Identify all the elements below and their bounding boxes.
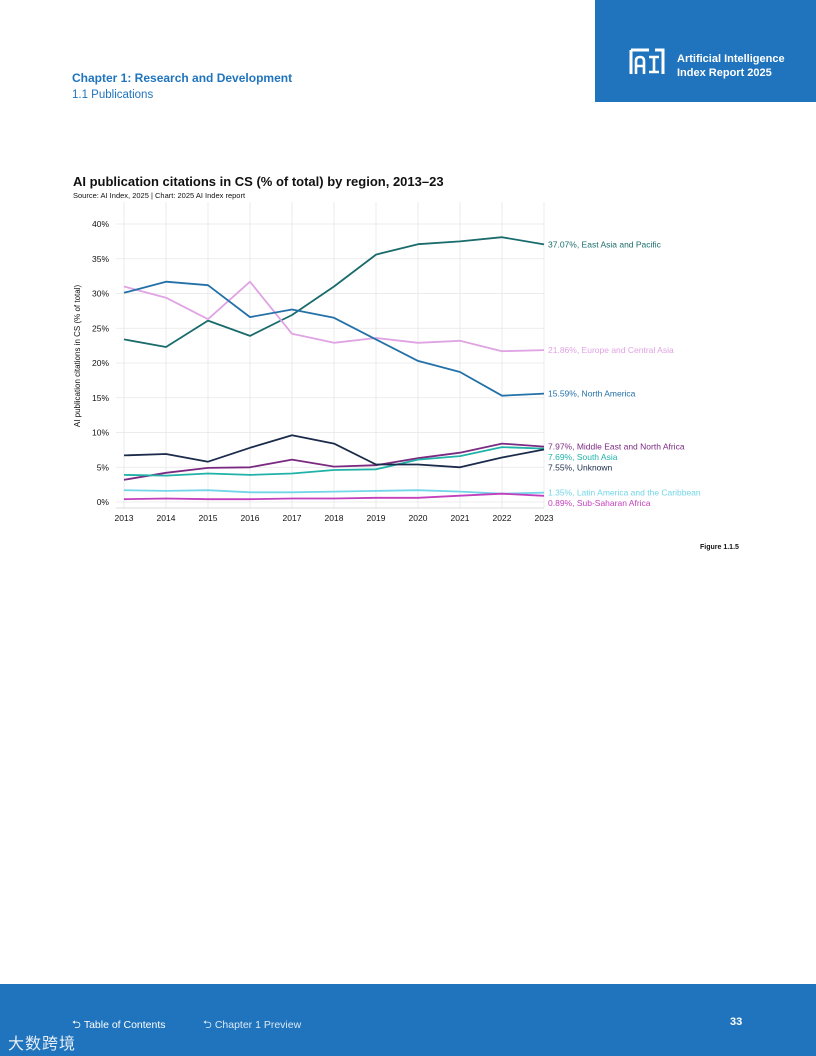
chapter-title: Chapter 1: Research and Development [72, 71, 293, 85]
chart-title: AI publication citations in CS (% of tot… [73, 174, 444, 189]
series-line [123, 434, 545, 469]
footer-bar: ⮌ Table of Contents ⮌ Chapter 1 Preview 33… [0, 984, 816, 1056]
x-tick-label: 2019 [367, 513, 386, 523]
series-end-label: 37.07%, East Asia and Pacific [548, 239, 662, 249]
x-tick-label: 2018 [325, 513, 344, 523]
x-tick-label: 2020 [409, 513, 428, 523]
x-tick-label: 2013 [115, 513, 134, 523]
chart-source: Source: AI Index, 2025 | Chart: 2025 AI … [73, 191, 246, 200]
y-tick-label: 15% [92, 393, 109, 403]
series-line [123, 492, 545, 501]
x-tick-label: 2017 [283, 513, 302, 523]
series-end-label: 0.89%, Sub-Saharan Africa [548, 498, 651, 508]
chapter-preview-link[interactable]: ⮌ Chapter 1 Preview [203, 1016, 301, 1035]
section-title: 1.1 Publications [72, 89, 154, 101]
series-end-label: 21.86%, Europe and Central Asia [548, 345, 674, 355]
x-tick-label: 2014 [157, 513, 176, 523]
series-end-label: 15.59%, North America [548, 389, 636, 399]
series-line [123, 280, 545, 397]
series-line [123, 280, 545, 353]
return-arrow-icon: ⮌ [72, 1019, 81, 1031]
series-line [123, 236, 545, 348]
y-tick-label: 30% [92, 289, 109, 299]
x-tick-label: 2015 [199, 513, 218, 523]
x-tick-label: 2021 [451, 513, 470, 523]
chapter-preview-label: Chapter 1 Preview [214, 1019, 302, 1031]
series-line [123, 442, 545, 481]
y-tick-label: 10% [92, 428, 109, 438]
line-chart: 2013 2014 2015 2016 2017 2018 2019 2020 2021 2022… [73, 202, 701, 523]
series-line [123, 446, 545, 477]
watermark-text: 大数跨境 [8, 1036, 77, 1053]
series-end-label: 1.35%, Latin America and the Caribbean [548, 488, 701, 498]
report-badge: Artificial Intelligence Index Report 202… [595, 0, 816, 102]
y-axis-label: AI publication citations in CS (% of tot… [73, 285, 82, 428]
badge-line-2: Index Report 2025 [677, 67, 772, 79]
figure-label: Figure 1.1.5 [700, 544, 739, 551]
series-line [123, 489, 545, 495]
series-end-label: 7.55%, Unknown [548, 463, 613, 473]
page-number: 33 [730, 1016, 743, 1028]
series-end-label: 7.69%, South Asia [548, 452, 618, 462]
badge-title: Artificial Intelligence Index Report 202… [677, 52, 785, 80]
x-tick-label: 2016 [241, 513, 260, 523]
x-tick-label: 2022 [493, 513, 512, 523]
y-tick-label: 35% [92, 254, 109, 264]
x-tick-label: 2023 [535, 513, 554, 523]
y-tick-label: 25% [92, 323, 109, 333]
y-tick-label: 20% [92, 358, 109, 368]
return-arrow-icon: ⮌ [203, 1019, 212, 1031]
table-of-contents-label: Table of Contents [83, 1019, 166, 1031]
y-tick-label: 5% [97, 462, 110, 472]
y-tick-label: 40% [92, 219, 109, 229]
ai-index-logo-icon [629, 48, 665, 74]
badge-line-1: Artificial Intelligence [677, 53, 785, 65]
y-tick-label: 0% [97, 497, 110, 507]
table-of-contents-link[interactable]: ⮌ Table of Contents [72, 1016, 166, 1035]
series-end-label: 7.97%, Middle East and North Africa [548, 442, 685, 452]
